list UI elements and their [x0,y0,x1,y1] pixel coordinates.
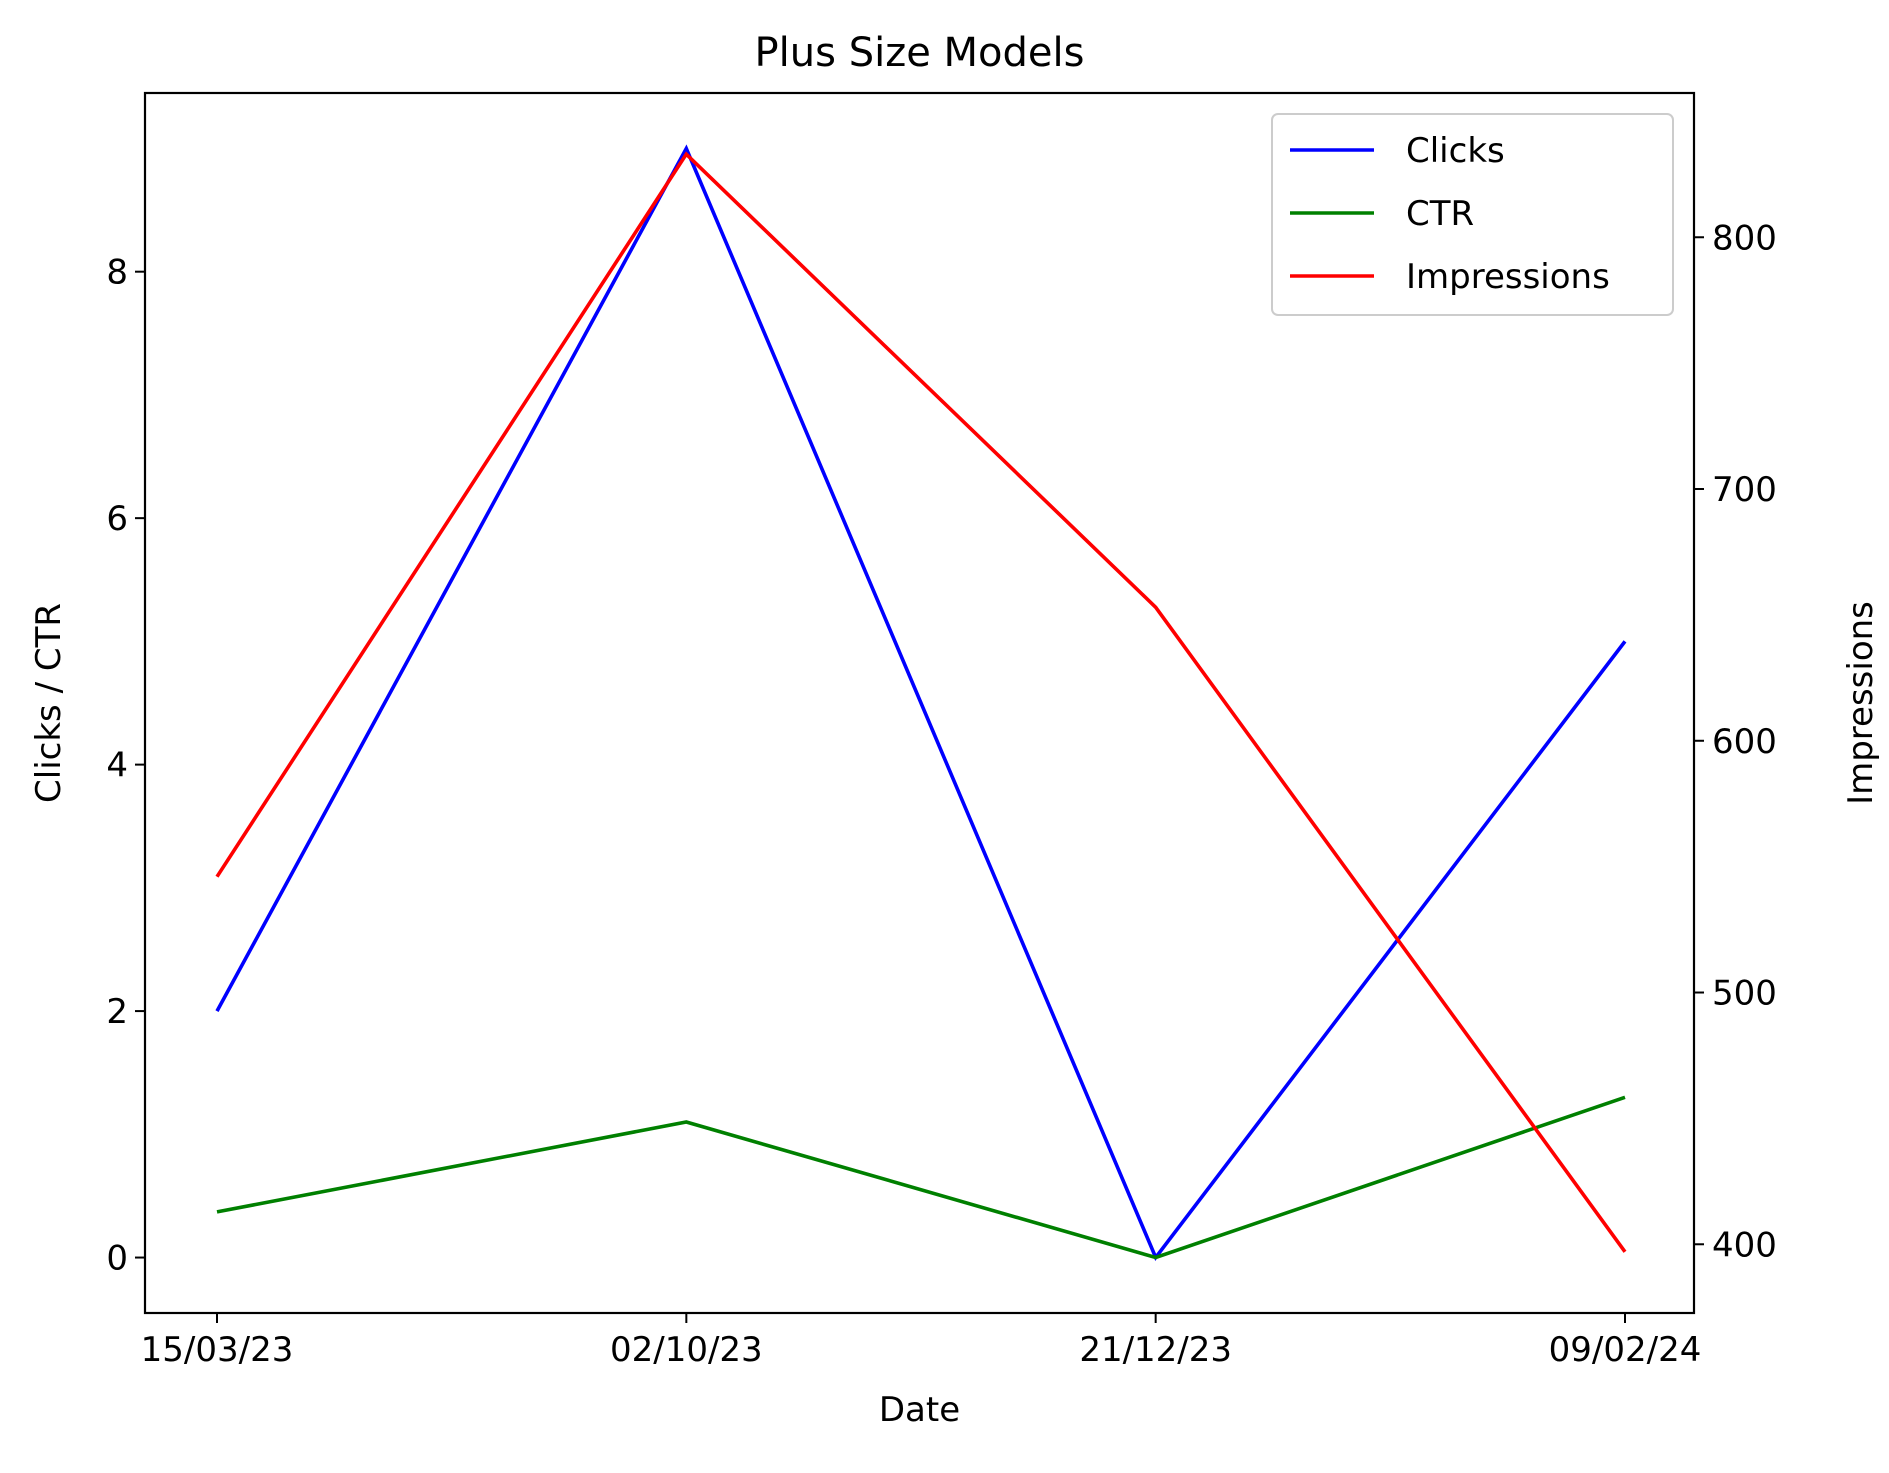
series-lines [215,144,1627,1262]
y-left-tick-label: 0 [106,1239,128,1279]
y-left-tick-label: 8 [106,253,128,293]
y-left-tick-label: 2 [106,992,128,1032]
legend-label: Clicks [1406,131,1505,171]
legend: Clicks CTR Impressions [1271,113,1674,316]
x-tick-label: 15/03/23 [141,1330,294,1370]
legend-label: Impressions [1406,257,1610,297]
y-axis-label-right: Impressions [1841,601,1881,805]
x-tick-label: 02/10/23 [610,1330,763,1370]
legend-label: CTR [1406,194,1474,234]
legend-box [1271,113,1674,316]
y-axis-label-left: Clicks / CTR [29,603,69,803]
y-left-tick-label: 4 [106,746,128,786]
plot-frame [143,91,1696,1315]
y-right-tick-label: 700 [1712,470,1777,510]
y-right-tick-label: 600 [1712,722,1777,762]
series-line-impressions [215,151,1627,1253]
x-axis-label: Date [879,1390,960,1430]
series-line-clicks [215,144,1627,1262]
chart-title: Plus Size Models [755,30,1085,76]
axis-ticks: 15/03/23 02/10/23 21/12/23 09/02/24 0 2 4 6 8 400… [106,218,1777,1370]
series-line-ctr [216,1095,1626,1260]
x-tick-label: 21/12/23 [1079,1330,1232,1370]
y-right-tick-label: 400 [1712,1225,1777,1265]
y-left-tick-label: 6 [106,499,128,539]
y-right-tick-label: 500 [1712,974,1777,1014]
x-tick-label: 09/02/24 [1549,1330,1702,1370]
y-right-tick-label: 800 [1712,218,1777,258]
